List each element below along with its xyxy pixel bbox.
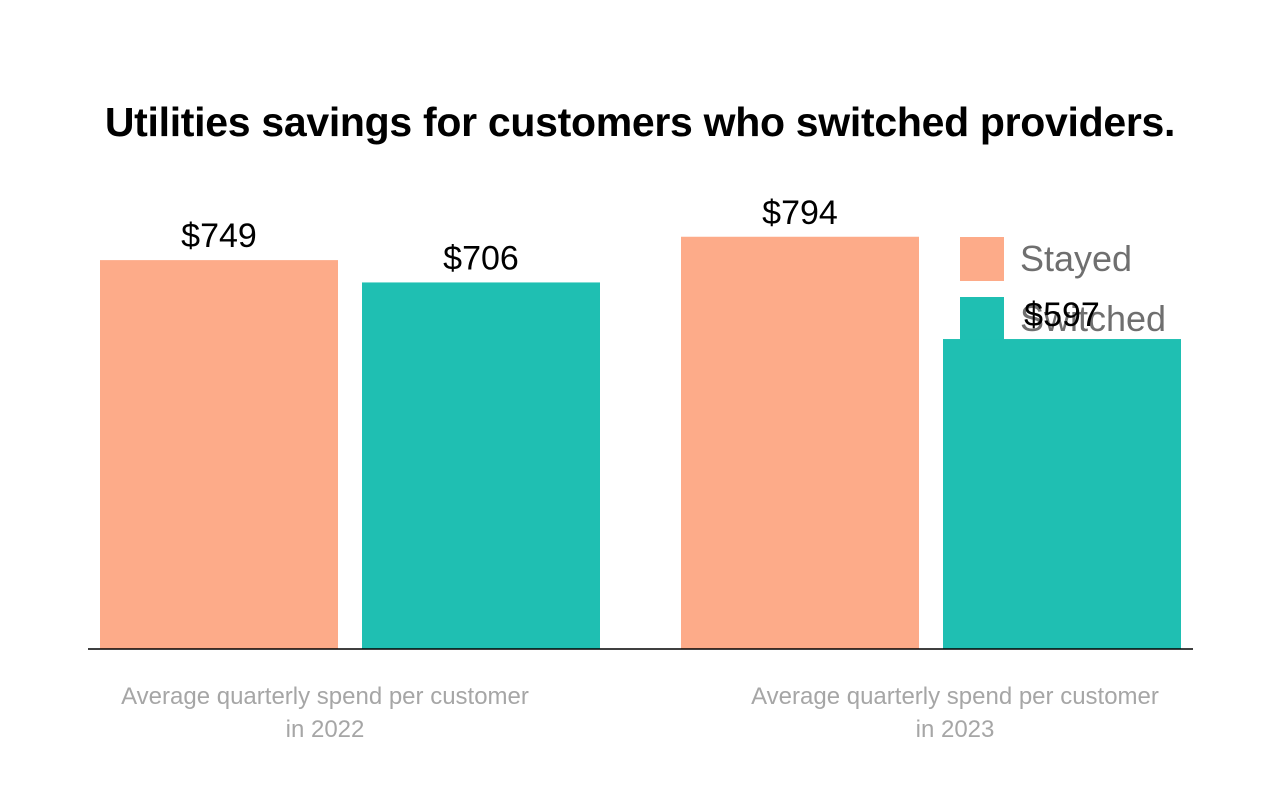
legend-swatch-stayed	[960, 237, 1004, 281]
bar-switched-1	[362, 282, 600, 649]
bar-stayed-1	[100, 260, 338, 649]
data-label-switched-1: $706	[443, 239, 519, 277]
bar-stayed-2	[681, 236, 919, 650]
category-label-2022: Average quarterly spend per customer in …	[121, 683, 529, 743]
data-label-stayed-2: $794	[762, 194, 838, 232]
bar-switched-2	[943, 339, 1181, 649]
data-label-switched-2: $597	[1024, 296, 1100, 334]
data-label-stayed-1: $749	[181, 217, 257, 255]
chart-title: Utilities savings for customers who swit…	[104, 99, 1176, 145]
legend-label-switched: Switched	[1020, 298, 1167, 339]
legend-swatch-switched	[960, 297, 1004, 341]
legend-label-stayed: Stayed	[1020, 238, 1133, 279]
category-label-2023: Average quarterly spend per customer in …	[751, 683, 1159, 743]
